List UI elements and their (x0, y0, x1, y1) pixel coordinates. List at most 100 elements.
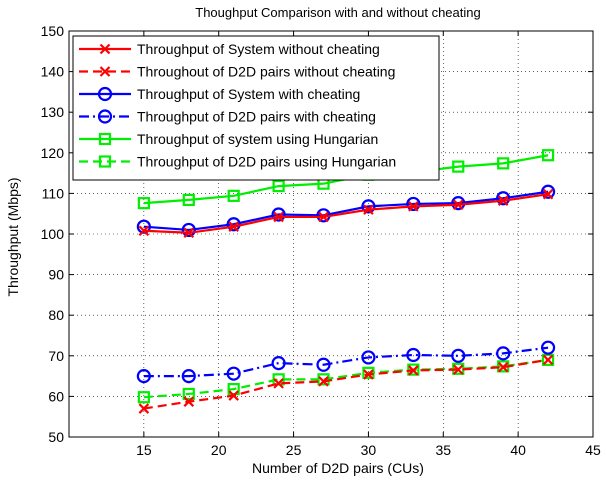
data-point (136, 219, 151, 234)
data-point (452, 364, 464, 375)
data-point (541, 149, 555, 162)
marker-stroke (318, 211, 329, 223)
data-point (540, 184, 556, 199)
data-point (138, 225, 150, 237)
marker-stroke (228, 390, 239, 401)
legend: Throughput of System without cheating Thr… (72, 35, 440, 181)
data-point (406, 196, 421, 212)
data-point (406, 347, 421, 363)
y-tick-label: 100 (41, 226, 65, 242)
legend-entry: Throughput of System without cheating (79, 41, 380, 57)
data-point (452, 160, 465, 173)
marker-stroke (318, 376, 329, 387)
data-point (137, 391, 150, 404)
legend-marker (99, 43, 111, 55)
marker-stroke (228, 221, 239, 232)
series-group (136, 149, 556, 414)
axis-ticks: 15 20 25 30 35 40 45 50 60 70 80 90 100 110 120 130 140 1… (41, 23, 601, 458)
legend-marker (99, 66, 111, 77)
marker-stroke (183, 227, 195, 239)
data-point (407, 363, 420, 376)
x-tick-label: 20 (211, 442, 227, 458)
y-tick-label: 150 (41, 23, 65, 39)
x-tick-label: 15 (136, 442, 152, 458)
data-point (496, 191, 511, 206)
data-point (316, 357, 331, 372)
data-point (181, 369, 196, 384)
chart-title: Thoughput Comparison with and without ch… (195, 5, 480, 20)
marker-stroke (452, 199, 464, 211)
series-3 (136, 340, 556, 384)
data-point (497, 361, 509, 373)
legend-entry: Throughput of D2D pairs with cheating (79, 109, 376, 125)
series-line (143, 346, 549, 378)
data-point (183, 227, 195, 239)
data-point (451, 348, 466, 363)
data-point (272, 179, 285, 193)
legend-marker (98, 155, 112, 168)
marker-stroke (542, 354, 554, 366)
data-point (361, 199, 376, 214)
legend-marker (97, 86, 113, 102)
data-point (361, 350, 376, 365)
marker-stroke (452, 364, 464, 375)
data-point (497, 157, 510, 170)
marker-stroke (273, 378, 284, 389)
marker-stroke (363, 204, 374, 215)
series-1 (138, 354, 554, 414)
data-point (183, 396, 195, 407)
series-line (143, 190, 549, 232)
data-point (227, 189, 240, 202)
data-point (540, 340, 556, 355)
x-tick-label: 35 (435, 442, 451, 458)
data-point (271, 207, 286, 222)
y-tick-label: 120 (41, 145, 65, 161)
marker-stroke (497, 195, 509, 206)
marker-stroke (542, 188, 554, 200)
y-tick-label: 70 (48, 348, 64, 364)
data-point (228, 390, 239, 401)
marker-stroke (273, 211, 284, 223)
legend-label: Throughout of D2D pairs without cheating (137, 64, 395, 80)
legend-label: Throughput of D2D pairs using Hungarian (137, 154, 396, 170)
data-point (408, 201, 419, 212)
series-line (143, 358, 549, 410)
data-point (497, 195, 509, 206)
data-point (228, 221, 239, 232)
marker-stroke (183, 396, 195, 407)
marker-stroke (138, 403, 150, 414)
data-point (363, 369, 374, 380)
y-tick-label: 110 (42, 185, 65, 201)
x-tick-label: 25 (286, 442, 302, 458)
data-point (136, 369, 151, 384)
data-point (137, 197, 150, 210)
data-point (226, 366, 241, 381)
data-point (318, 211, 329, 223)
data-point (541, 353, 555, 366)
legend-label: Throughput of D2D pairs with cheating (137, 109, 376, 125)
data-point (542, 354, 554, 366)
series-0 (138, 188, 554, 239)
data-point (317, 373, 330, 386)
x-tick-label: 45 (585, 442, 601, 458)
data-point (452, 199, 464, 211)
data-point (362, 366, 375, 379)
marker-stroke (99, 66, 111, 77)
data-point (138, 403, 150, 414)
y-tick-label: 50 (48, 429, 64, 445)
data-point (363, 204, 374, 215)
legend-entry: Throughput of D2D pairs using Hungarian (79, 154, 396, 170)
x-tick-label: 30 (361, 442, 377, 458)
y-axis-title: Throughput (Mbps) (5, 177, 21, 296)
data-point (542, 188, 554, 200)
marker-stroke (497, 361, 509, 373)
data-point (181, 222, 196, 238)
y-tick-label: 90 (48, 267, 64, 283)
legend-label: Throughput of System with cheating (137, 86, 360, 102)
legend-entry: Throughput of system using Hungarian (79, 131, 378, 147)
marker-stroke (138, 225, 150, 237)
marker-stroke (408, 365, 419, 376)
data-point (273, 378, 284, 389)
